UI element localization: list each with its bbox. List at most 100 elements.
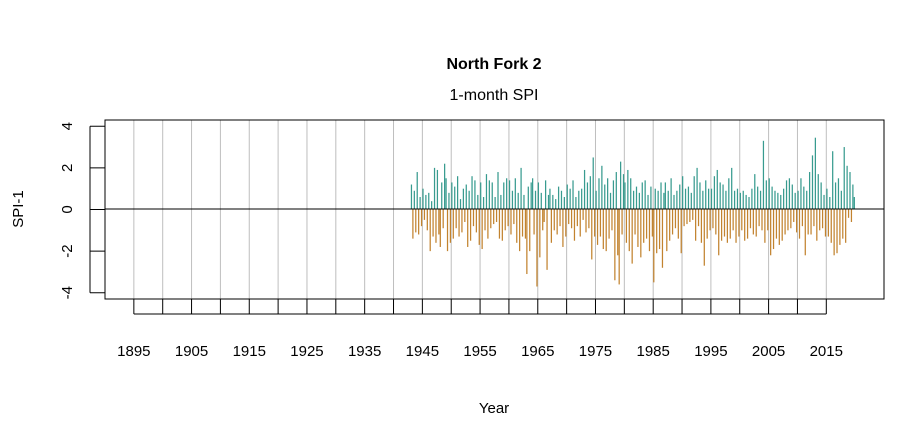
bar-negative (784, 209, 786, 235)
bar-negative (798, 209, 801, 239)
bar-negative (469, 209, 472, 241)
bar-negative (550, 209, 553, 243)
bar-positive (731, 167, 733, 210)
bar-positive (552, 194, 554, 210)
bar-positive (768, 178, 770, 210)
bar-negative (669, 209, 671, 241)
bar-negative (807, 209, 809, 235)
bar-positive (682, 176, 684, 210)
bar-negative (695, 209, 697, 241)
bar-positive (751, 188, 753, 210)
bar-positive (843, 147, 845, 210)
bar-positive (425, 194, 427, 210)
bar-positive (436, 169, 439, 210)
bar-negative (596, 209, 599, 245)
bar-positive (794, 192, 796, 210)
bar-positive (663, 192, 665, 210)
bar-negative (605, 209, 607, 252)
bar-positive (679, 184, 681, 210)
bar-positive (451, 182, 453, 210)
chart-title: North Fork 2 (446, 56, 541, 73)
bar-positive (560, 190, 563, 210)
bar-positive (803, 186, 805, 210)
bar-negative (461, 209, 463, 233)
bar-negative (772, 209, 775, 250)
bar-positive (800, 178, 802, 210)
bar-negative (700, 209, 703, 243)
bar-positive (601, 165, 603, 210)
bar-positive (696, 167, 698, 210)
bar-negative (810, 209, 812, 235)
bar-negative (813, 209, 815, 227)
bar-positive (448, 192, 450, 210)
x-tick-label: 1975 (579, 343, 612, 360)
bar-positive (708, 188, 710, 210)
bar-positive (555, 199, 557, 210)
bar-negative (830, 209, 832, 243)
bar-positive (742, 190, 744, 210)
bar-negative (697, 209, 700, 227)
bar-positive (441, 182, 443, 210)
bar-positive (454, 186, 456, 210)
bar-negative (546, 209, 548, 270)
bar-negative (746, 209, 749, 239)
bar-positive (657, 190, 659, 210)
bar-positive (690, 192, 692, 210)
bar-positive (586, 182, 589, 210)
bar-negative (767, 209, 769, 231)
bar-positive (534, 190, 537, 210)
bar-negative (801, 209, 804, 227)
bar-negative (533, 209, 535, 235)
bar-positive (811, 155, 814, 210)
bar-positive (592, 157, 594, 210)
bar-positive (632, 190, 635, 210)
bar-positive (762, 140, 765, 210)
bar-positive (604, 184, 606, 210)
bar-positive (719, 182, 721, 210)
bar-positive (627, 169, 629, 210)
bar-negative (504, 209, 506, 231)
bar-negative (481, 209, 483, 250)
bar-negative (712, 209, 714, 229)
bar-positive (595, 190, 597, 210)
bar-positive (431, 201, 433, 210)
bar-negative (787, 209, 789, 231)
bar-negative (617, 209, 619, 256)
bar-positive (670, 178, 672, 210)
bar-positive (459, 199, 462, 210)
bar-positive (757, 186, 759, 210)
bar-negative (683, 209, 685, 227)
bar-positive (785, 180, 788, 210)
bar-positive (832, 151, 834, 210)
bar-negative (836, 209, 838, 254)
bar-negative (591, 209, 593, 260)
bar-positive (514, 178, 516, 210)
bar-positive (829, 197, 831, 210)
bar-positive (530, 182, 532, 210)
bar-negative (821, 209, 824, 229)
bar-positive (699, 182, 701, 210)
bar-negative (761, 209, 763, 231)
bars (410, 137, 855, 287)
bar-positive (797, 190, 799, 210)
bar-negative (420, 209, 423, 227)
bar-positive (612, 180, 615, 210)
bar-positive (713, 176, 716, 210)
bar-positive (840, 190, 842, 210)
bar-positive (497, 172, 499, 210)
bar-negative (559, 209, 561, 227)
bar-negative (439, 209, 441, 247)
x-tick-label: 2005 (752, 343, 785, 360)
bar-positive (710, 188, 713, 210)
bar-positive (849, 172, 851, 210)
x-tick-label: 1895 (117, 343, 150, 360)
bar-negative (513, 209, 515, 225)
bar-negative (661, 209, 664, 268)
bar-positive (503, 182, 505, 210)
bar-positive (508, 180, 511, 210)
bar-negative (521, 209, 524, 237)
y-tick-label: -4 (59, 286, 76, 299)
bar-positive (494, 197, 496, 210)
bar-positive (774, 190, 776, 210)
bar-positive (532, 178, 534, 210)
